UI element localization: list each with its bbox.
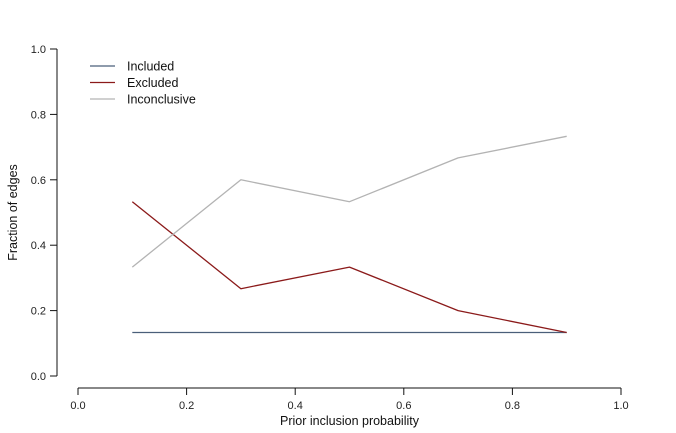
y-tick-label: 0.4: [31, 240, 46, 252]
y-tick-label: 1.0: [31, 44, 46, 56]
x-tick-label: 1.0: [613, 400, 628, 412]
y-tick-label: 0.8: [31, 109, 46, 121]
y-axis: 0.0 0.2 0.4 0.6 0.8 1.0: [31, 44, 58, 383]
x-axis-title: Prior inclusion probability: [280, 414, 420, 428]
x-tick-label: 0.0: [70, 400, 85, 412]
x-axis: 0.0 0.2 0.4 0.6 0.8 1.0: [70, 387, 629, 412]
y-tick-label: 0.0: [31, 371, 46, 383]
legend-label-inconclusive: Inconclusive: [127, 93, 196, 107]
x-tick-label: 0.8: [505, 400, 520, 412]
series-layer: [131, 135, 567, 334]
legend-label-excluded: Excluded: [127, 76, 178, 90]
y-tick-label: 0.2: [31, 306, 46, 318]
x-tick-label: 0.2: [179, 400, 194, 412]
x-tick-label: 0.4: [288, 400, 303, 412]
y-tick-label: 0.6: [31, 175, 46, 187]
legend-label-included: Included: [127, 60, 174, 74]
x-tick-label: 0.6: [396, 400, 411, 412]
y-axis-title: Fraction of edges: [6, 164, 20, 261]
legend: Included Excluded Inconclusive: [90, 60, 196, 107]
